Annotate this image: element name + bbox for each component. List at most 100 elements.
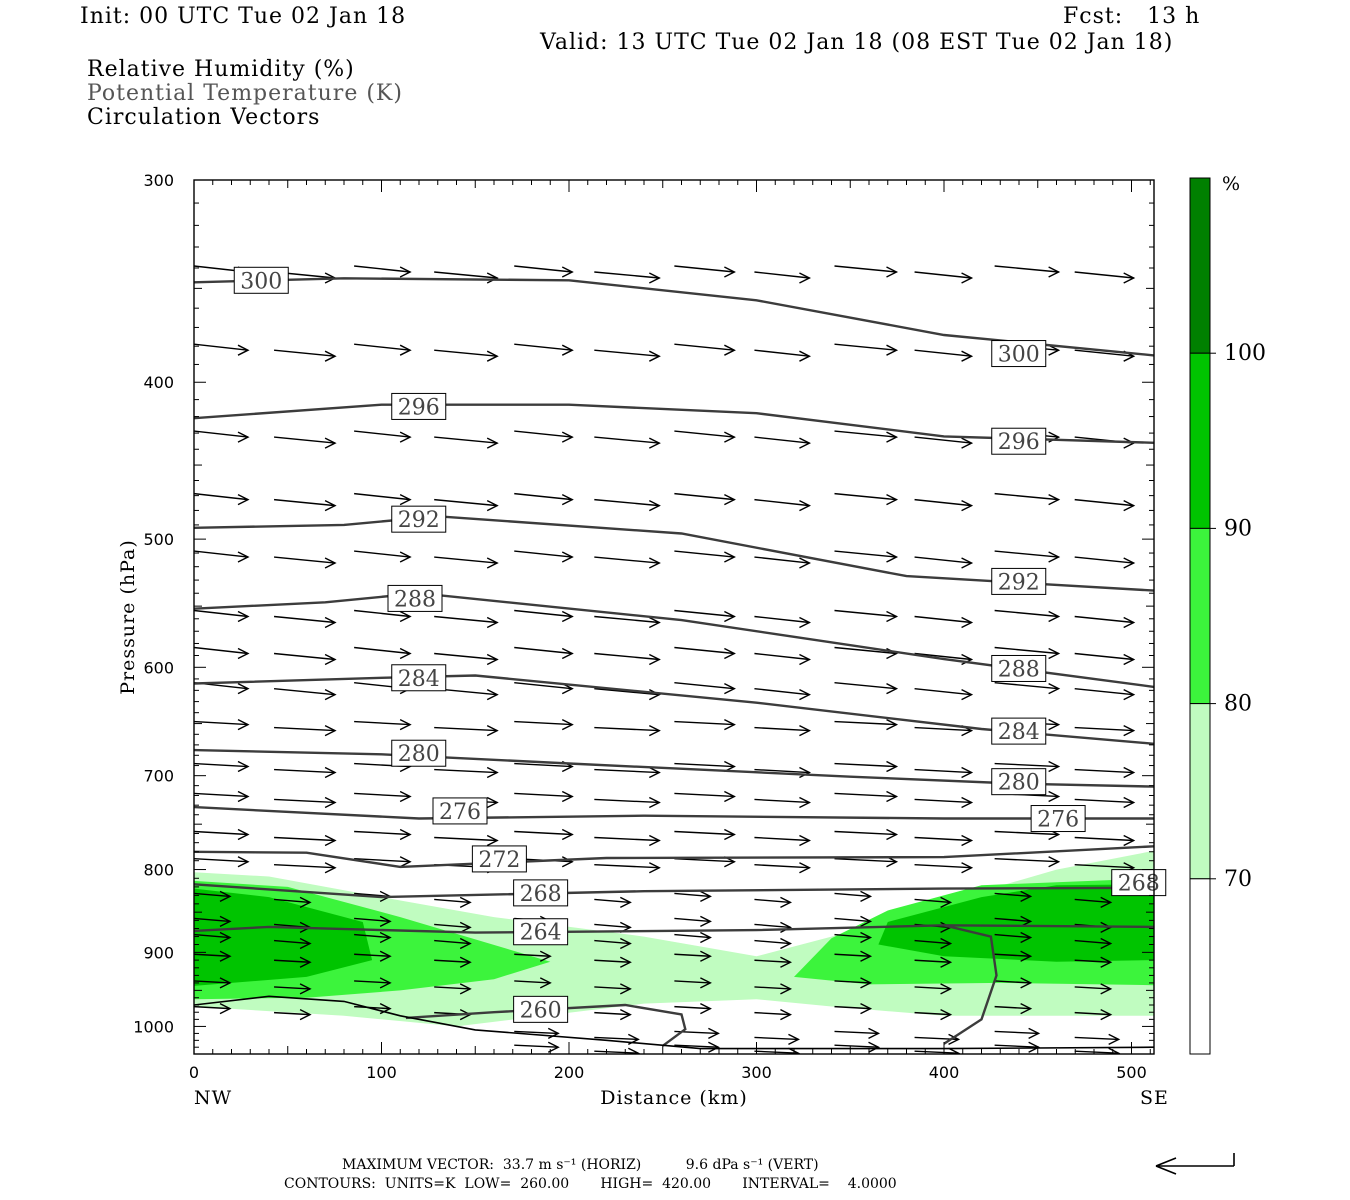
circulation-vector (194, 1003, 232, 1015)
circulation-vector (514, 1027, 560, 1040)
svg-text:260: 260 (520, 998, 562, 1023)
theta-contour-268 (194, 883, 1154, 899)
theta-label-284: 284 (991, 717, 1047, 745)
circulation-vector (834, 931, 873, 944)
circulation-vector (834, 265, 899, 278)
circulation-vector (274, 937, 312, 950)
svg-text:300: 300 (240, 269, 282, 294)
y-tick-label: 600 (143, 658, 174, 677)
init-time: Init: 00 UTC Tue 02 Jan 18 (80, 4, 407, 29)
circulation-vector (273, 498, 337, 512)
svg-text:288: 288 (394, 587, 436, 612)
theta-contour-264 (194, 924, 1154, 934)
circulation-vector (834, 646, 899, 660)
theta-label-268: 268 (513, 879, 569, 907)
circulation-vector (834, 492, 899, 506)
axes: 0 100 200 300 400 500 300 400 500 600 700 800 900 100… (133, 171, 1155, 1082)
circulation-vector (1074, 556, 1136, 569)
circulation-vector (754, 896, 793, 909)
theta-contour-264-east (943, 924, 998, 1045)
circulation-vector (1074, 498, 1136, 512)
circulation-vector (594, 271, 661, 284)
rh-shading (194, 850, 1154, 1027)
theta-label-288: 288 (991, 654, 1047, 682)
x-axis-label: Distance (km) (600, 1087, 748, 1109)
circulation-vector (994, 609, 1061, 623)
circulation-vector (914, 687, 974, 701)
circulation-vector (1074, 956, 1113, 968)
circulation-vector (674, 790, 736, 803)
theta-label-292: 292 (391, 505, 447, 533)
circulation-vector (834, 790, 899, 803)
circulation-vector (834, 550, 899, 563)
circulation-vector (1074, 834, 1136, 847)
circulation-vector (434, 956, 472, 968)
y-tick-label: 1000 (133, 1017, 174, 1036)
circulation-vector (914, 271, 974, 284)
theta-labels: 300 300 296 296 292 292 288 288 284 284 280 280 276 2… (233, 266, 1167, 1023)
circulation-vector (434, 834, 499, 847)
circulation-vector (194, 492, 250, 506)
circulation-vector (754, 687, 812, 701)
circulation-vector (1074, 724, 1136, 737)
circulation-vector (754, 796, 812, 809)
circulation-vector (674, 550, 736, 563)
circulation-vector (194, 550, 250, 563)
theta-contour-288 (194, 591, 1154, 689)
circulation-vector (514, 1041, 560, 1053)
circulation-vector (273, 687, 337, 701)
circulation-vector (354, 609, 412, 623)
circulation-vector (594, 687, 661, 701)
circulation-vector (354, 931, 392, 944)
y-tick-label: 400 (143, 373, 174, 392)
circulation-vector (274, 834, 337, 847)
circulation-vector (274, 724, 337, 737)
circulation-vector (914, 436, 974, 449)
svg-text:272: 272 (478, 848, 520, 873)
circulation-vector (194, 931, 232, 944)
circulation-vector (914, 766, 974, 779)
circulation-vector (274, 956, 312, 968)
circulation-vector (914, 834, 974, 847)
circulation-vector (674, 609, 736, 623)
circulation-vector (754, 862, 812, 874)
circulation-vector (194, 760, 250, 773)
theta-contour-260 (405, 1003, 687, 1047)
circulation-vector (434, 349, 499, 362)
colorbar-level-label: 80 (1224, 692, 1252, 717)
colorbar-unit: % (1222, 173, 1241, 195)
circulation-vector (194, 828, 250, 841)
circulation-vector (194, 915, 232, 928)
svg-text:280: 280 (398, 742, 440, 767)
svg-text:292: 292 (398, 508, 440, 533)
circulation-vector (514, 718, 574, 731)
circulation-vector (514, 492, 574, 506)
reference-vector-icon (1155, 1153, 1235, 1175)
circulation-vector (273, 556, 337, 569)
circulation-vector (754, 766, 812, 779)
circulation-vector (914, 1009, 953, 1021)
colorbar-level-label: 70 (1224, 867, 1252, 892)
svg-text:284: 284 (998, 720, 1040, 745)
circulation-vector (994, 977, 1033, 989)
circulation-vector (1074, 983, 1113, 995)
circulation-vector (594, 834, 661, 847)
circulation-vector (834, 760, 899, 773)
circulation-vector (754, 498, 812, 512)
circulation-vector (674, 828, 736, 841)
colorbar-swatch (1189, 878, 1211, 1055)
svg-text:280: 280 (998, 771, 1040, 796)
y-tick-label: 700 (143, 767, 174, 786)
contour-note: CONTOURS: UNITS=K LOW= 260.00 HIGH= 420.… (284, 1176, 897, 1192)
theta-label-284: 284 (391, 664, 447, 692)
y-tick-label: 500 (143, 530, 174, 549)
circulation-vector (994, 550, 1061, 563)
circulation-vector (754, 983, 793, 995)
circulation-vector (194, 977, 232, 989)
circulation-vector (834, 950, 873, 962)
colorbar-level-label: 100 (1224, 341, 1266, 366)
circulation-vector (194, 856, 250, 868)
circulation-vector (594, 498, 661, 512)
circulation-vector (434, 498, 499, 512)
theta-label-264: 264 (513, 918, 569, 946)
